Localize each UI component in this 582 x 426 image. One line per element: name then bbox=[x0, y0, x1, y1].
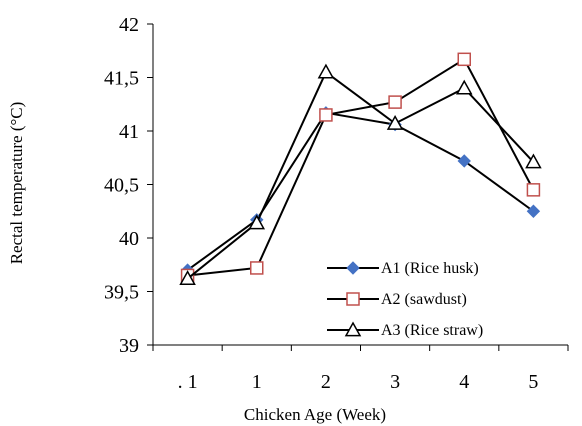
y-ticks: 39 39,5 40 40,5 41 41,5 42 bbox=[104, 14, 153, 357]
data-point bbox=[388, 95, 402, 109]
legend-marker bbox=[346, 292, 360, 306]
data-point bbox=[526, 183, 541, 197]
legend-label: A3 (Rice straw) bbox=[381, 322, 483, 339]
legend-item: A1 (Rice husk) bbox=[327, 260, 479, 277]
data-point bbox=[526, 204, 541, 218]
y-tick-label: 42 bbox=[119, 14, 139, 36]
legend-label: A1 (Rice husk) bbox=[381, 260, 479, 277]
x-tick-label: 4 bbox=[459, 371, 469, 393]
series-layer bbox=[179, 52, 542, 286]
data-point bbox=[455, 79, 473, 95]
y-tick-label: 39 bbox=[119, 335, 139, 357]
y-tick-label: 41,5 bbox=[104, 68, 139, 90]
data-point bbox=[248, 214, 266, 230]
y-tick-label: 40,5 bbox=[104, 175, 139, 197]
y-axis-title: Rectal temperature (°C) bbox=[7, 102, 26, 265]
legend: A1 (Rice husk) A2 (sawdust) A3 (Rice straw… bbox=[327, 260, 483, 339]
data-point bbox=[386, 114, 404, 130]
legend-item: A2 (sawdust) bbox=[327, 291, 467, 308]
x-tick-label: . 1 bbox=[178, 371, 198, 393]
y-axis: 39 39,5 40 40,5 41 41,5 42 bbox=[104, 14, 154, 357]
series-line bbox=[187, 57, 535, 277]
data-point bbox=[250, 261, 264, 275]
x-ticks: . 1 1 2 3 4 5 bbox=[152, 345, 569, 393]
y-tick-label: 40 bbox=[119, 228, 139, 250]
x-axis: . 1 1 2 3 4 5 bbox=[152, 344, 569, 393]
data-point bbox=[457, 52, 471, 67]
legend-marker bbox=[344, 321, 362, 337]
data-point bbox=[317, 63, 335, 79]
data-point bbox=[457, 154, 471, 168]
x-tick-label: 2 bbox=[321, 371, 331, 393]
series-2 bbox=[180, 52, 541, 283]
series-1 bbox=[180, 106, 541, 277]
y-tick-label: 41 bbox=[119, 121, 139, 143]
x-tick-label: 5 bbox=[528, 371, 538, 393]
data-point bbox=[319, 108, 333, 122]
legend-marker bbox=[346, 261, 360, 275]
x-tick-label: 1 bbox=[252, 371, 262, 393]
series-line bbox=[186, 70, 535, 280]
series-3 bbox=[179, 63, 542, 286]
series-line bbox=[186, 111, 535, 271]
data-point bbox=[179, 270, 196, 286]
x-axis-title: Chicken Age (Week) bbox=[244, 405, 386, 424]
y-tick-label: 39,5 bbox=[104, 282, 139, 304]
data-point bbox=[525, 153, 542, 169]
legend-label: A2 (sawdust) bbox=[381, 291, 467, 308]
legend-item: A3 (Rice straw) bbox=[327, 321, 483, 339]
x-tick-label: 3 bbox=[390, 371, 400, 393]
